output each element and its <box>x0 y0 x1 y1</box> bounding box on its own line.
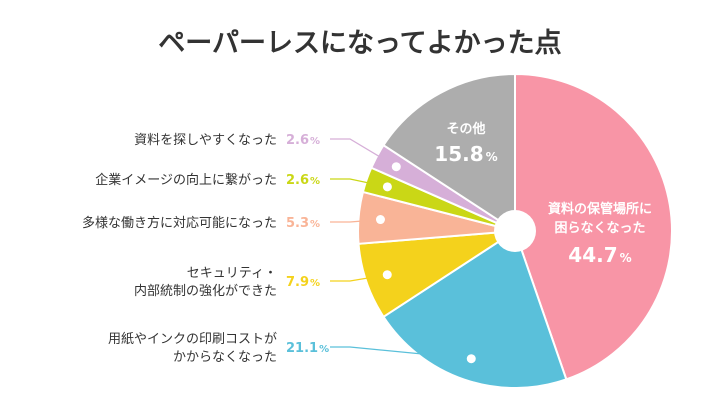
leader-line-5 <box>330 178 388 188</box>
slice-label-1-line1: 資料の保管場所に <box>548 201 652 217</box>
slice-value-1: 44.7% <box>568 243 631 267</box>
percent-label-5: 2.6% <box>286 173 320 188</box>
category-label-6: 資料を探しやすくなった <box>134 133 277 148</box>
percent-label-3: 7.9% <box>286 275 320 290</box>
leader-line-3 <box>330 274 388 282</box>
chart-title: ペーパーレスになってよかった点 <box>158 28 561 59</box>
category-label-3-line2: 内部統制の強化ができた <box>134 283 277 299</box>
category-label-5: 企業イメージの向上に繋がった <box>95 172 277 188</box>
pie-slice-7 <box>382 72 516 233</box>
slice-label-7: その他 <box>446 121 485 137</box>
leader-dot-3 <box>382 270 392 280</box>
percent-label-4: 5.3% <box>286 216 320 231</box>
leader-dot-4 <box>375 215 385 225</box>
category-label-3-line1: セキュリティ・ <box>187 266 277 281</box>
slice-label-1-line2: 困らなくなった <box>554 221 645 236</box>
leader-line-4 <box>330 218 381 223</box>
leader-dot-5 <box>382 182 392 192</box>
leader-line-6 <box>330 138 397 168</box>
category-label-2-line1: 用紙やインクの印刷コストが <box>108 332 277 347</box>
percent-label-2: 21.1% <box>286 341 329 356</box>
pie-center-hole <box>494 210 536 252</box>
leader-dot-2 <box>466 354 476 364</box>
leader-dot-6 <box>391 162 401 172</box>
category-label-4: 多様な働き方に対応可能になった <box>82 215 277 231</box>
slice-value-7: 15.8% <box>434 142 497 166</box>
pie-slice-1 <box>514 72 673 381</box>
percent-label-6: 2.6% <box>286 133 320 148</box>
category-label-2-line2: かからなくなった <box>173 350 277 365</box>
pie-slice-2 <box>382 229 568 389</box>
leader-line-2 <box>330 346 472 360</box>
